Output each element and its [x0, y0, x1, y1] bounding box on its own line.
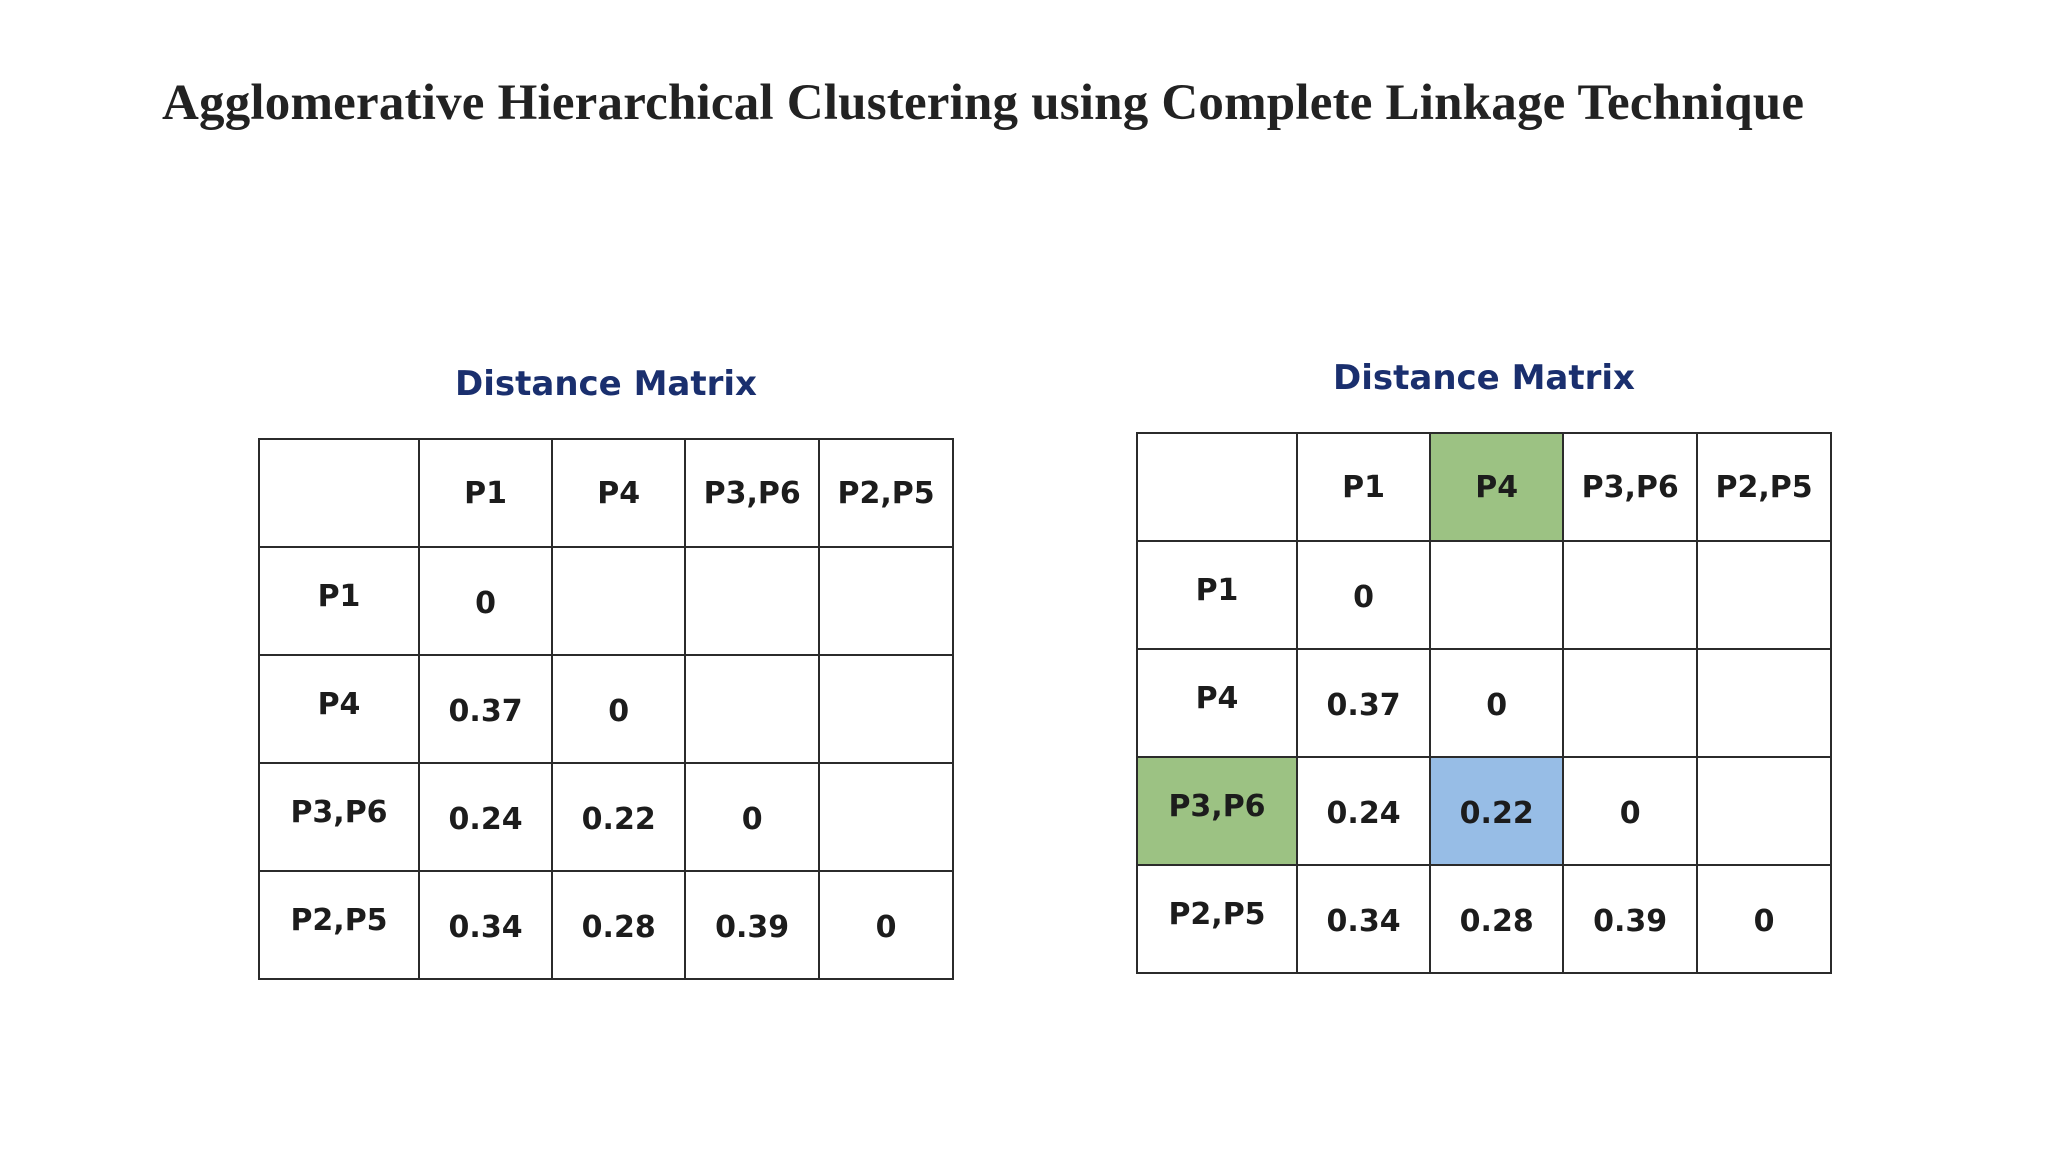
- column-header: P1: [417, 438, 554, 548]
- distance-cell: [1696, 540, 1832, 650]
- distance-cell: [684, 546, 821, 656]
- distance-matrix-table: P1 P4 P3,P6 P2,P5 P1 0 P4 0.37 0 P3,P6 0…: [258, 438, 954, 980]
- distance-cell: 0: [1562, 756, 1699, 866]
- row-header: P2,P5: [1136, 864, 1298, 974]
- distance-matrix-right: Distance Matrix P1 P4 P3,P6 P2,P5 P1 0 P…: [1136, 358, 1832, 974]
- distance-cell: [818, 654, 954, 764]
- column-header: P2,P5: [1696, 432, 1832, 542]
- distance-cell: [551, 546, 687, 656]
- column-header: P3,P6: [684, 438, 821, 548]
- distance-cell: 0.34: [417, 870, 554, 980]
- distance-matrix-table: P1 P4 P3,P6 P2,P5 P1 0 P4 0.37 0 P3,P6 0…: [1136, 432, 1832, 974]
- distance-cell: [818, 762, 954, 872]
- slide-title: Agglomerative Hierarchical Clustering us…: [162, 75, 1805, 131]
- column-header: P2,P5: [818, 438, 954, 548]
- corner-cell: [1136, 432, 1298, 542]
- table-header-row: P1 P4 P3,P6 P2,P5: [1136, 432, 1832, 542]
- table-row: P2,P5 0.34 0.28 0.39 0: [258, 870, 954, 980]
- row-header: P1: [258, 546, 420, 656]
- distance-cell: 0.37: [417, 654, 554, 764]
- distance-cell: [1562, 540, 1699, 650]
- distance-cell: 0.28: [551, 870, 687, 980]
- matrix-heading: Distance Matrix: [1333, 358, 1635, 398]
- corner-cell: [258, 438, 420, 548]
- distance-cell: [818, 546, 954, 656]
- distance-cell: 0: [684, 762, 821, 872]
- table-header-row: P1 P4 P3,P6 P2,P5: [258, 438, 954, 548]
- distance-cell: 0.22: [551, 762, 687, 872]
- table-row: P1 0: [258, 546, 954, 656]
- distance-cell: 0.37: [1295, 648, 1432, 758]
- column-header: P1: [1295, 432, 1432, 542]
- row-header: P2,P5: [258, 870, 420, 980]
- row-header: P3,P6: [258, 762, 420, 872]
- distance-cell: [684, 654, 821, 764]
- row-header: P4: [1136, 648, 1298, 758]
- distance-matrix-left: Distance Matrix P1 P4 P3,P6 P2,P5 P1 0 P…: [258, 364, 954, 980]
- row-header-highlighted: P3,P6: [1136, 756, 1298, 866]
- row-header: P1: [1136, 540, 1298, 650]
- distance-cell-highlighted: 0.22: [1429, 756, 1565, 866]
- column-header: P3,P6: [1562, 432, 1699, 542]
- column-header: P4: [551, 438, 687, 548]
- table-row: P3,P6 0.24 0.22 0: [258, 762, 954, 872]
- distance-cell: 0: [1429, 648, 1565, 758]
- distance-cell: 0.24: [417, 762, 554, 872]
- distance-cell: [1429, 540, 1565, 650]
- row-header: P4: [258, 654, 420, 764]
- table-row: P4 0.37 0: [258, 654, 954, 764]
- table-row: P2,P5 0.34 0.28 0.39 0: [1136, 864, 1832, 974]
- distance-cell: [1562, 648, 1699, 758]
- table-row: P4 0.37 0: [1136, 648, 1832, 758]
- distance-cell: 0: [551, 654, 687, 764]
- distance-cell: 0: [1295, 540, 1432, 650]
- distance-cell: [1696, 756, 1832, 866]
- distance-cell: 0.24: [1295, 756, 1432, 866]
- column-header-highlighted: P4: [1429, 432, 1565, 542]
- distance-cell: 0.28: [1429, 864, 1565, 974]
- distance-cell: 0.39: [1562, 864, 1699, 974]
- distance-cell: 0: [818, 870, 954, 980]
- table-row: P3,P6 0.24 0.22 0: [1136, 756, 1832, 866]
- distance-cell: 0.39: [684, 870, 821, 980]
- distance-cell: 0: [1696, 864, 1832, 974]
- distance-cell: 0.34: [1295, 864, 1432, 974]
- distance-cell: 0: [417, 546, 554, 656]
- table-row: P1 0: [1136, 540, 1832, 650]
- distance-cell: [1696, 648, 1832, 758]
- matrix-heading: Distance Matrix: [455, 364, 757, 404]
